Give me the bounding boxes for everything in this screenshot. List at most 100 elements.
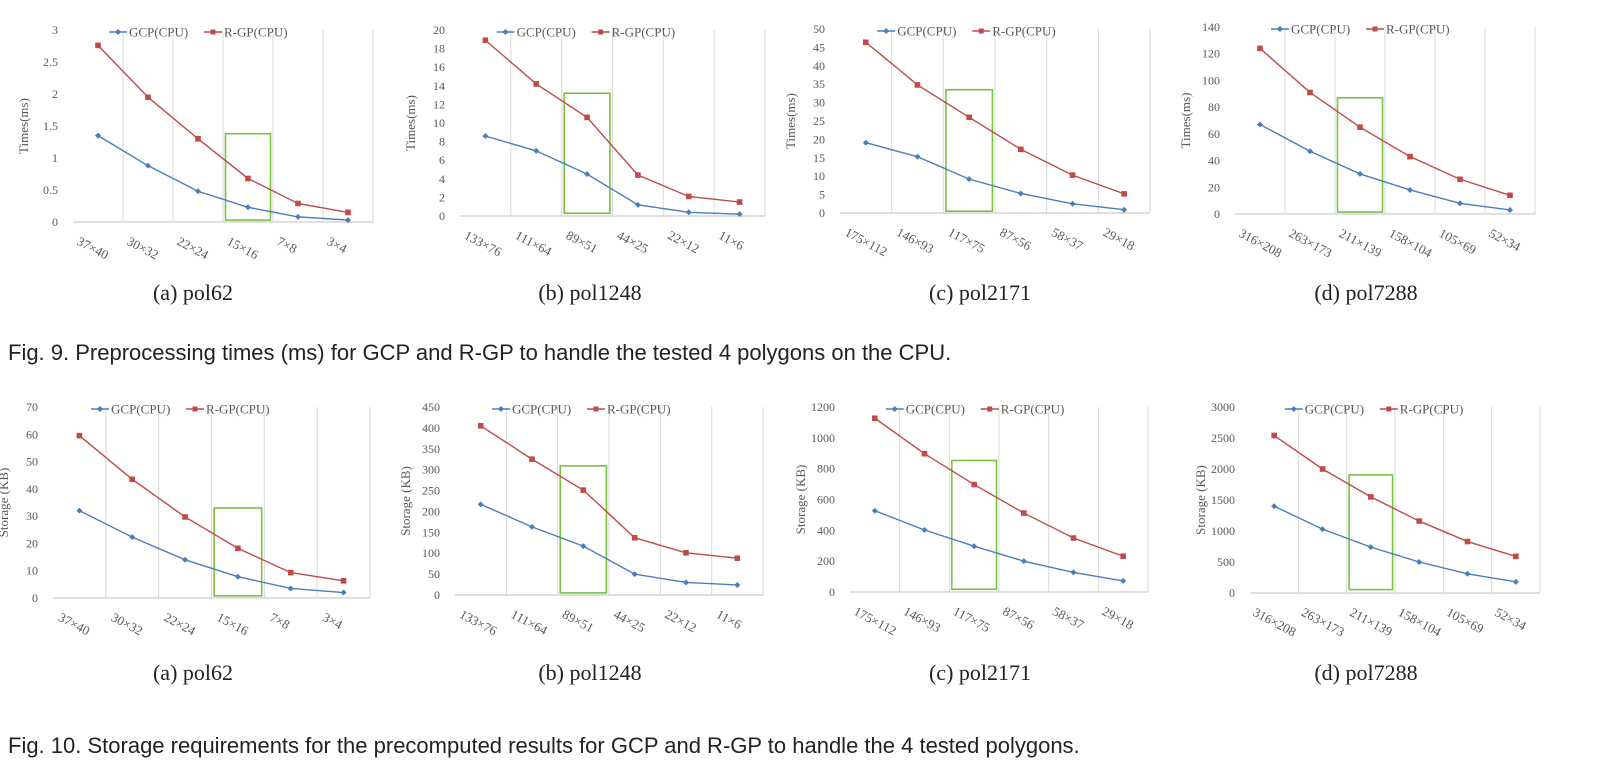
y-tick-label: 2500	[1211, 431, 1235, 445]
data-point-rgp	[1121, 191, 1127, 197]
data-point-rgp	[287, 569, 294, 576]
data-point-gcp	[76, 507, 83, 514]
y-axis-label: Storage (KB)	[0, 468, 11, 538]
x-tick-label: 22×12	[663, 606, 699, 635]
data-point-rgp	[683, 550, 689, 556]
data-point-rgp	[1070, 535, 1077, 541]
y-tick-label: 20	[1208, 180, 1220, 194]
y-tick-label: 20	[813, 132, 825, 146]
data-point-rgp	[1507, 192, 1513, 199]
y-tick-label: 2000	[1211, 462, 1235, 476]
x-tick-label: 158×104	[1387, 225, 1435, 260]
data-point-rgp	[245, 175, 251, 182]
data-point-rgp	[295, 200, 301, 207]
data-point-rgp	[971, 481, 977, 488]
y-tick-label: 200	[817, 554, 835, 568]
y-tick-label: 0	[439, 209, 445, 223]
x-tick-label: 52×34	[1492, 604, 1529, 633]
data-point-rgp	[533, 81, 540, 87]
data-point-rgp	[921, 450, 928, 457]
data-point-rgp	[863, 39, 869, 46]
data-point-gcp	[1507, 206, 1513, 213]
data-point-gcp	[921, 527, 928, 534]
y-tick-label: 50	[428, 567, 440, 581]
legend-marker	[883, 28, 890, 34]
legend-label: R-GP(CPU)	[224, 25, 288, 40]
legend-label: R-GP(CPU)	[607, 402, 671, 417]
series-line-gcp	[480, 503, 738, 586]
subcaption: (b) pol1248	[538, 280, 641, 305]
y-tick-label: 150	[422, 525, 440, 539]
y-tick-label: 16	[433, 60, 445, 74]
data-point-gcp	[1271, 503, 1278, 510]
y-tick-label: 100	[1202, 73, 1220, 87]
y-tick-label: 250	[422, 484, 440, 498]
data-point-gcp	[871, 507, 878, 514]
series-line-rgp	[480, 425, 738, 559]
data-point-gcp	[95, 132, 101, 139]
y-axis-label: Storage (KB)	[793, 465, 808, 535]
data-point-gcp	[685, 209, 692, 216]
highlight-box	[945, 88, 994, 212]
series-line-gcp	[79, 510, 344, 594]
data-point-gcp	[1416, 559, 1423, 565]
x-tick-label: 117×75	[951, 603, 993, 635]
y-tick-label: 500	[1217, 555, 1235, 569]
figure-9-caption: Fig. 9. Preprocessing times (ms) for GCP…	[8, 340, 952, 365]
y-tick-label: 40	[813, 59, 825, 73]
y-tick-label: 30	[813, 96, 825, 110]
y-axis-label: Times(ms)	[1178, 93, 1193, 149]
y-tick-label: 10	[26, 564, 38, 578]
x-tick-label: 30×32	[109, 609, 145, 638]
data-point-rgp	[95, 42, 101, 49]
x-tick-label: 133×76	[457, 606, 500, 638]
x-tick-label: 158×104	[1396, 604, 1444, 639]
chart-panel-5: 0 10 20 30 40 50 60 70 Storage (KB) 37×40 30×32 22×…	[0, 400, 371, 639]
y-tick-label: 2.5	[43, 55, 58, 69]
data-point-rgp	[1257, 45, 1263, 52]
x-tick-label: 44×25	[611, 606, 647, 635]
legend-label: R-GP(CPU)	[1400, 402, 1464, 417]
y-axis-label: Storage (KB)	[1193, 465, 1208, 535]
data-point-gcp	[1464, 570, 1471, 577]
data-point-rgp	[1021, 510, 1027, 516]
data-point-rgp	[966, 114, 972, 121]
legend-label: GCP(CPU)	[1305, 402, 1364, 417]
series-line-gcp	[97, 135, 349, 221]
x-tick-label: 175×112	[842, 224, 890, 259]
y-tick-label: 350	[422, 442, 440, 456]
subcaption: (a) pol62	[153, 660, 233, 685]
data-point-gcp	[345, 217, 351, 224]
legend-label: GCP(CPU)	[906, 402, 965, 417]
legend-label: GCP(CPU)	[111, 402, 170, 417]
data-point-rgp	[1464, 538, 1471, 545]
y-axis-label: Times(ms)	[783, 93, 798, 149]
x-tick-label: 29×18	[1101, 224, 1137, 253]
data-point-rgp	[1407, 153, 1413, 160]
data-point-rgp	[482, 37, 489, 44]
x-tick-label: 29×18	[1100, 603, 1136, 632]
y-tick-label: 15	[813, 151, 825, 165]
highlight-box	[224, 132, 272, 221]
data-point-rgp	[1120, 553, 1126, 560]
data-point-gcp	[634, 201, 641, 208]
y-tick-label: 800	[817, 462, 835, 476]
series-line-rgp	[874, 417, 1124, 557]
data-point-gcp	[477, 501, 484, 508]
data-point-rgp	[1319, 466, 1326, 472]
series-line-rgp	[484, 39, 740, 203]
data-point-gcp	[580, 543, 587, 550]
data-point-rgp	[584, 114, 590, 121]
x-tick-label: 11×6	[714, 606, 745, 632]
y-tick-label: 5	[819, 188, 825, 202]
chart-panel-2: 0 2 4 6 8 10 12 14 16 18 20 Times(ms) 133×76 111×64 89…	[403, 23, 766, 260]
x-tick-label: 263×173	[1299, 604, 1347, 639]
y-tick-label: 1.5	[43, 119, 58, 133]
series-line-rgp	[78, 435, 344, 582]
series-line-rgp	[1273, 434, 1517, 558]
x-tick-label: 37×40	[75, 233, 111, 262]
legend-marker	[593, 406, 599, 412]
y-tick-label: 140	[1202, 20, 1220, 34]
y-tick-label: 20	[433, 23, 445, 37]
